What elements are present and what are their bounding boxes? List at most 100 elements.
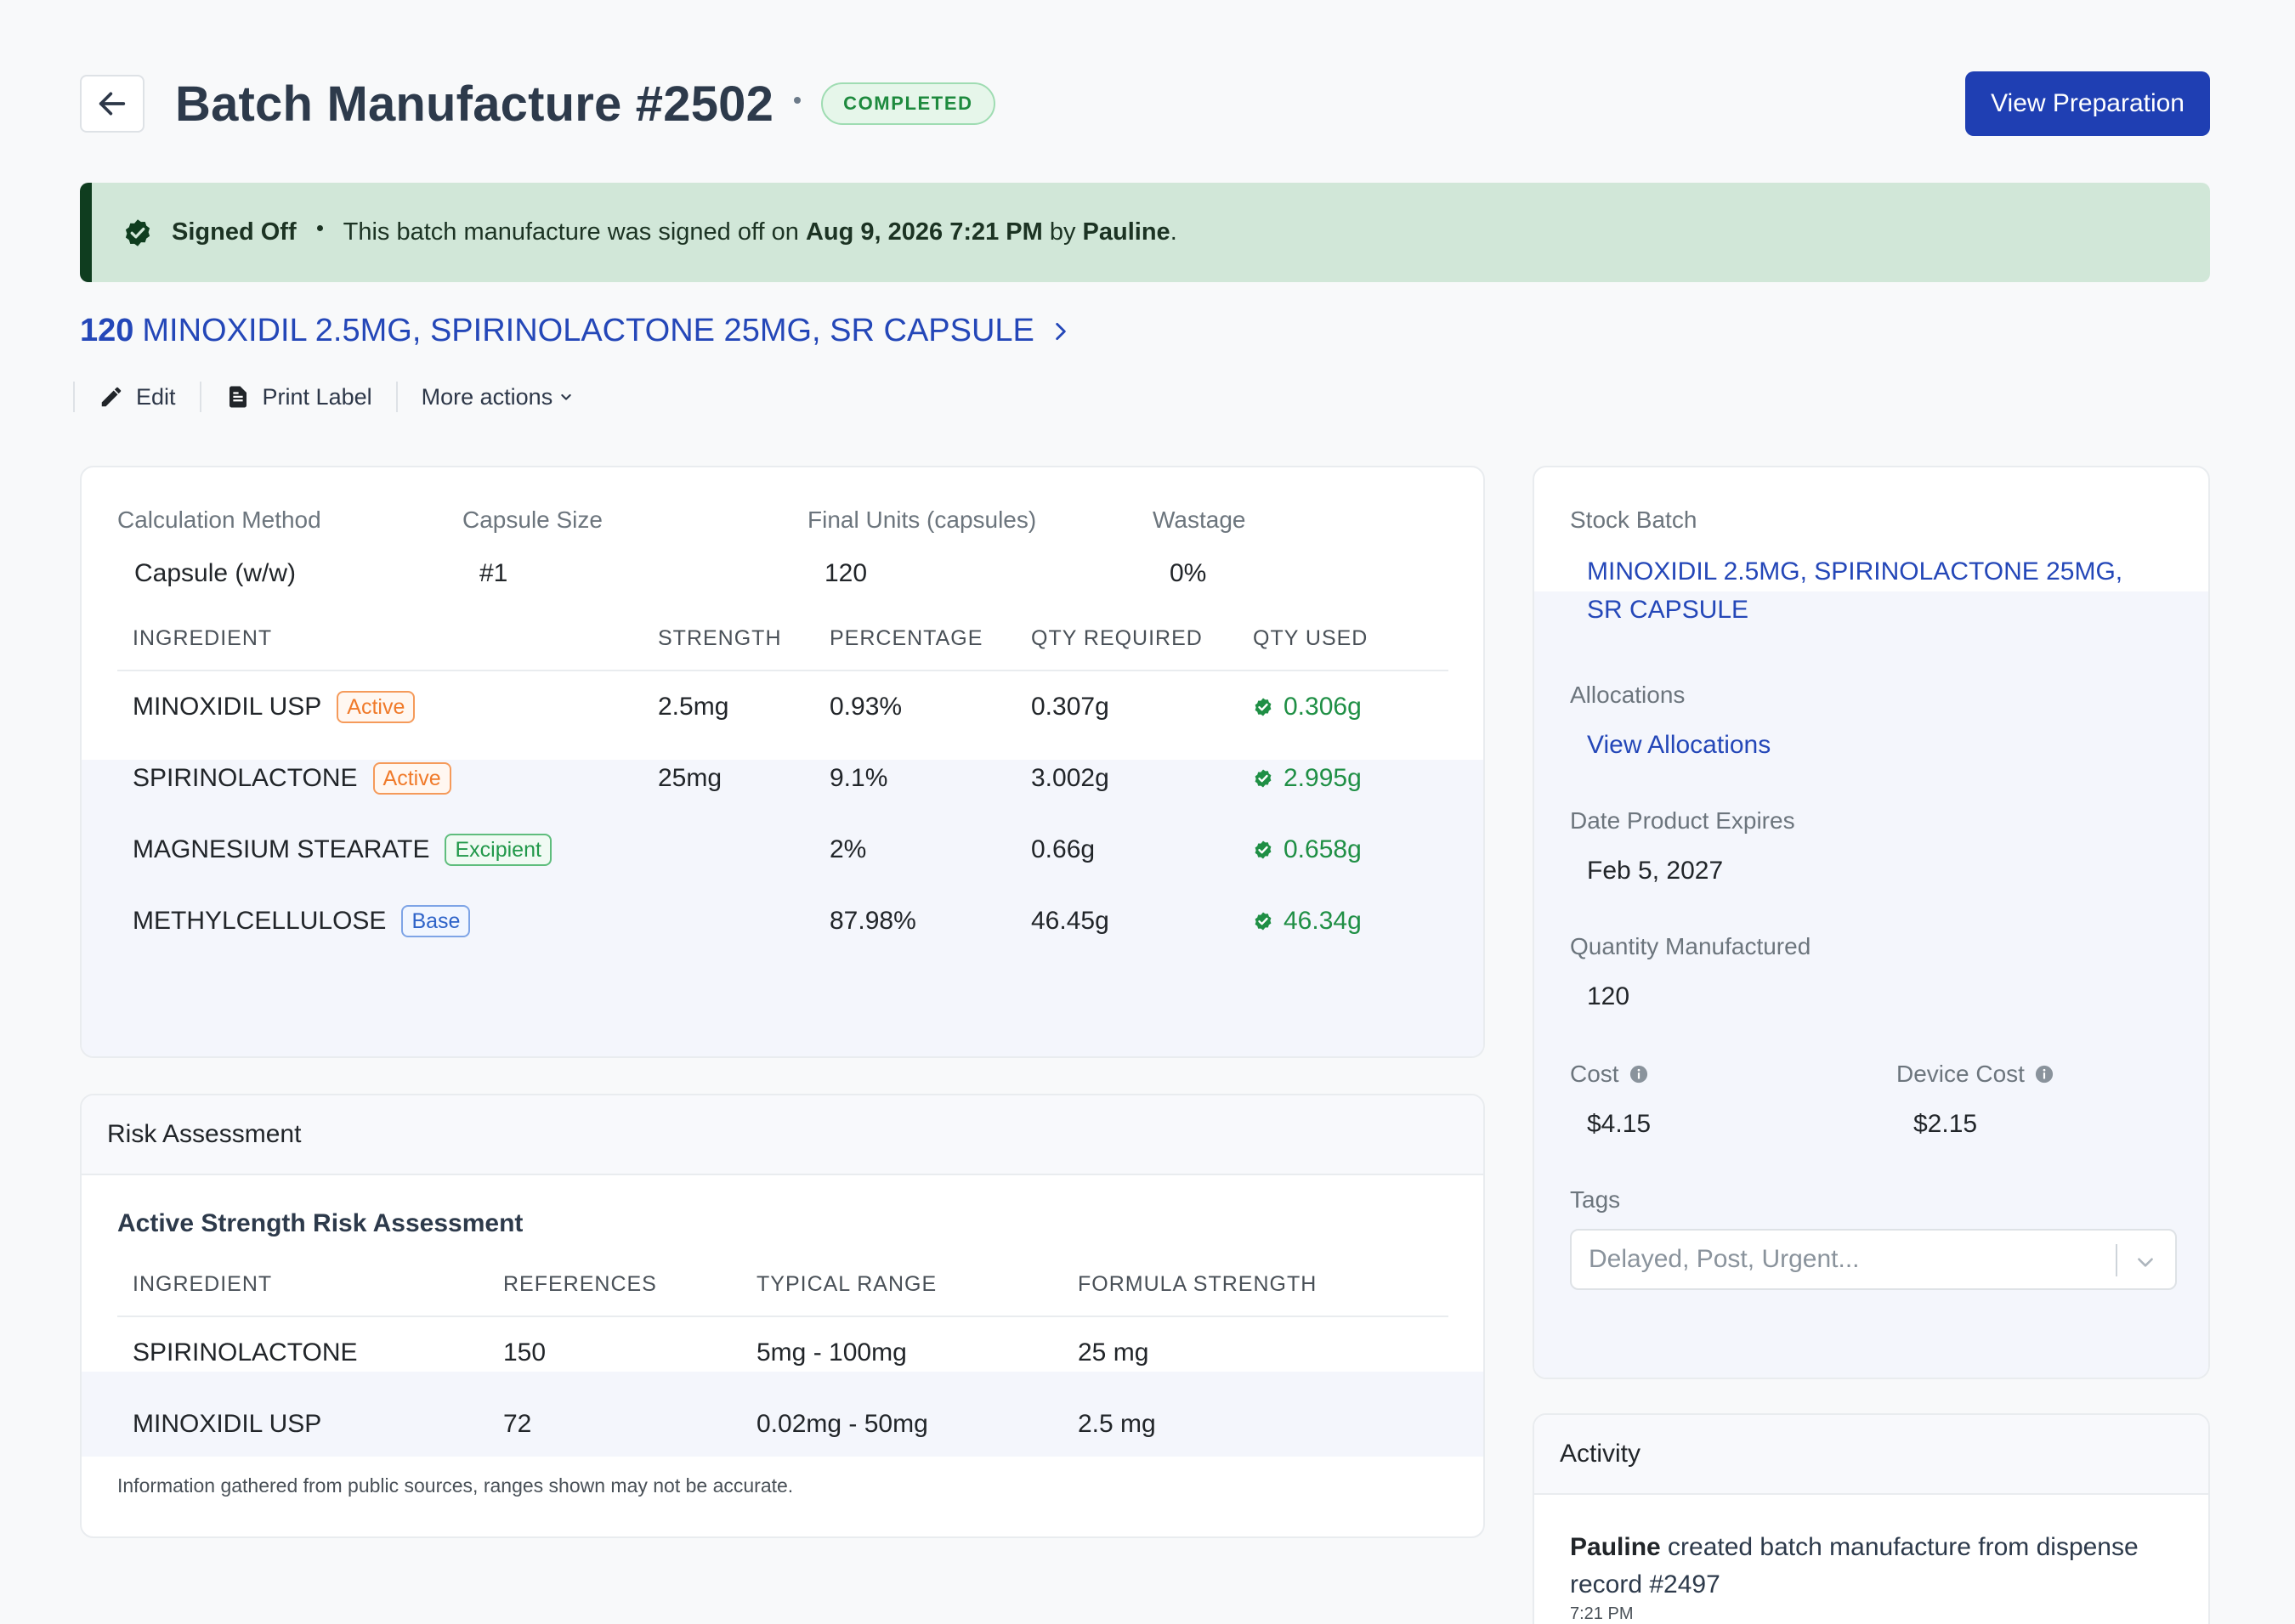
qty-required-cell: 46.45g <box>1031 907 1109 935</box>
expiry-date-label: Date Product Expires <box>1570 807 1795 834</box>
activity-text: created batch manufacture from dispense … <box>1570 1533 2139 1599</box>
risk-assessment-card: Risk Assessment Active Strength Risk Ass… <box>80 1094 1485 1538</box>
typical-range-cell: 5mg - 100mg <box>756 1338 907 1367</box>
stock-batch-label: Stock Batch <box>1570 506 1697 533</box>
ingredient-cell: METHYLCELLULOSE Base <box>117 905 643 937</box>
tags-placeholder: Delayed, Post, Urgent... <box>1589 1245 1860 1273</box>
product-link[interactable]: 120 MINOXIDIL 2.5MG, SPIRINOLACTONE 25MG… <box>80 313 1072 349</box>
field-label: Calculation Method <box>117 506 321 533</box>
strength-cell: 2.5mg <box>658 693 729 721</box>
qty-used-cell: 0.306g <box>1238 693 1448 721</box>
signoff-user: Pauline <box>1082 218 1170 246</box>
column-header: INGREDIENT <box>133 625 273 650</box>
device-cost-value: $2.15 <box>1913 1110 1978 1138</box>
field-label: Wastage <box>1153 506 1246 533</box>
pencil-icon <box>101 387 122 407</box>
capsule-size-field: Capsule Size #1 <box>462 506 808 588</box>
field-value: Capsule (w/w) <box>134 559 297 587</box>
edit-label: Edit <box>136 383 176 410</box>
page-header: Batch Manufacture #2502 COMPLETED View P… <box>80 71 2210 136</box>
table-row: MINOXIDIL USP 72 0.02mg - 50mg 2.5 mg <box>117 1389 1448 1460</box>
qty-used-value: 46.34g <box>1284 907 1362 935</box>
info-icon[interactable] <box>2035 1065 2054 1084</box>
arrow-left-icon <box>99 92 126 116</box>
tags-label: Tags <box>1570 1186 1621 1213</box>
table-header: INGREDIENT REFERENCES TYPICAL RANGE FORM… <box>117 1253 1448 1317</box>
stock-batch-line: MINOXIDIL 2.5MG, SPIRINOLACTONE 25MG, <box>1587 557 2123 586</box>
verified-check-icon <box>1255 769 1272 788</box>
verified-check-icon <box>1255 912 1272 931</box>
column-header: FORMULA STRENGTH <box>1078 1271 1318 1296</box>
ingredient-type-badge: Excipient <box>445 834 552 866</box>
formula-strength-cell: 25 mg <box>1078 1338 1149 1367</box>
activity-title: Activity <box>1534 1415 2208 1495</box>
stock-batch-line: SR CAPSULE <box>1587 596 1749 624</box>
action-bar: Edit Print Label More actions <box>73 377 609 416</box>
back-button[interactable] <box>80 75 144 133</box>
view-allocations-link[interactable]: View Allocations <box>1587 731 1771 759</box>
view-preparation-button[interactable]: View Preparation <box>1965 71 2210 136</box>
ingredient-name: SPIRINOLACTONE <box>133 764 358 792</box>
field-label: Final Units (capsules) <box>808 506 1037 533</box>
cost-label: Cost <box>1570 1061 1896 1088</box>
sidebar-fields: Stock Batch MINOXIDIL 2.5MG, SPIRINOLACT… <box>1570 506 2177 1290</box>
risk-card-title: Risk Assessment <box>82 1095 1483 1175</box>
batch-details-card: Calculation Method Capsule (w/w) Capsule… <box>80 466 1485 1058</box>
batch-info-sidebar: Stock Batch MINOXIDIL 2.5MG, SPIRINOLACT… <box>1533 466 2210 1379</box>
column-header: QTY REQUIRED <box>1031 625 1203 650</box>
ingredient-cell: MAGNESIUM STEARATE Excipient <box>117 834 643 866</box>
ingredients-table: INGREDIENT STRENGTH PERCENTAGE QTY REQUI… <box>117 607 1448 957</box>
allocations-label: Allocations <box>1570 682 1686 708</box>
activity-timestamp: 7:21 PM <box>1570 1604 1634 1623</box>
more-actions-dropdown[interactable]: More actions <box>398 384 609 410</box>
tags-select[interactable]: Delayed, Post, Urgent... <box>1570 1229 2177 1290</box>
chevron-right-icon <box>1050 319 1072 344</box>
product-name: MINOXIDIL 2.5MG, SPIRINOLACTONE 25MG, SR… <box>142 313 1034 348</box>
percentage-cell: 87.98% <box>830 907 916 935</box>
table-row: MINOXIDIL USP Active 2.5mg 0.93% 0.307g 0… <box>117 671 1448 743</box>
ingredient-name: METHYLCELLULOSE <box>133 907 387 935</box>
percentage-cell: 9.1% <box>830 764 888 792</box>
percentage-cell: 2% <box>830 835 867 863</box>
references-cell: 72 <box>503 1410 532 1438</box>
ingredient-cell: SPIRINOLACTONE Active <box>117 762 643 795</box>
banner-separator <box>316 225 323 231</box>
field-value: 120 <box>824 559 868 587</box>
ingredient-name: MAGNESIUM STEARATE <box>133 835 430 863</box>
info-icon[interactable] <box>1629 1065 1648 1084</box>
edit-button[interactable]: Edit <box>75 384 200 410</box>
percentage-cell: 0.93% <box>830 693 903 721</box>
references-cell: 150 <box>503 1338 547 1367</box>
print-label-label: Print Label <box>262 383 372 410</box>
activity-entry: Pauline created batch manufacture from d… <box>1570 1529 2165 1624</box>
column-header: QTY USED <box>1253 625 1368 650</box>
column-header: REFERENCES <box>503 1271 657 1296</box>
disclaimer-note: Information gathered from public sources… <box>117 1474 794 1497</box>
table-header: INGREDIENT STRENGTH PERCENTAGE QTY REQUI… <box>117 607 1448 671</box>
verified-check-icon <box>1255 698 1272 716</box>
cost-field: Cost $4.15 <box>1570 1061 1896 1139</box>
select-divider <box>2116 1244 2117 1276</box>
print-label-button[interactable]: Print Label <box>201 384 396 410</box>
ingredient-cell: MINOXIDIL USP Active <box>117 691 643 723</box>
chevron-down-icon[interactable] <box>2134 1251 2156 1273</box>
divider <box>73 382 75 412</box>
column-header: PERCENTAGE <box>830 625 983 650</box>
table-row: METHYLCELLULOSE Base 87.98% 46.45g 46.34g <box>117 886 1448 957</box>
qty-used-value: 0.306g <box>1284 693 1362 721</box>
stock-batch-link[interactable]: MINOXIDIL 2.5MG, SPIRINOLACTONE 25MG, SR … <box>1570 552 2177 629</box>
ingredient-name: MINOXIDIL USP <box>133 693 322 721</box>
column-header: STRENGTH <box>658 625 782 650</box>
formula-strength-cell: 2.5 mg <box>1078 1410 1156 1438</box>
table-row: SPIRINOLACTONE Active 25mg 9.1% 3.002g 2.… <box>117 743 1448 814</box>
strength-cell: 25mg <box>658 764 722 792</box>
ingredient-type-badge: Base <box>401 905 471 937</box>
banner-text: This batch manufacture was signed off on… <box>343 218 1177 246</box>
product-quantity: 120 <box>80 313 134 348</box>
column-header: INGREDIENT <box>133 1271 273 1296</box>
qty-used-cell: 46.34g <box>1238 907 1448 936</box>
cost-row: Cost $4.15 Device Cost $2.15 <box>1570 1061 2177 1139</box>
risk-subtitle: Active Strength Risk Assessment <box>117 1209 524 1237</box>
quantity-value: 120 <box>1587 982 1630 1010</box>
banner-label: Signed Off <box>172 218 297 246</box>
